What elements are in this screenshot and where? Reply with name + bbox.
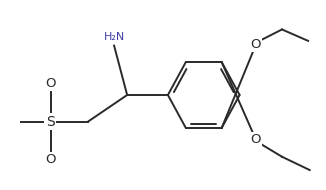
Text: O: O (45, 153, 56, 166)
Text: O: O (251, 133, 261, 146)
Text: H₂N: H₂N (103, 32, 125, 42)
Text: O: O (251, 38, 261, 51)
Text: O: O (45, 77, 56, 90)
Text: S: S (46, 115, 55, 129)
